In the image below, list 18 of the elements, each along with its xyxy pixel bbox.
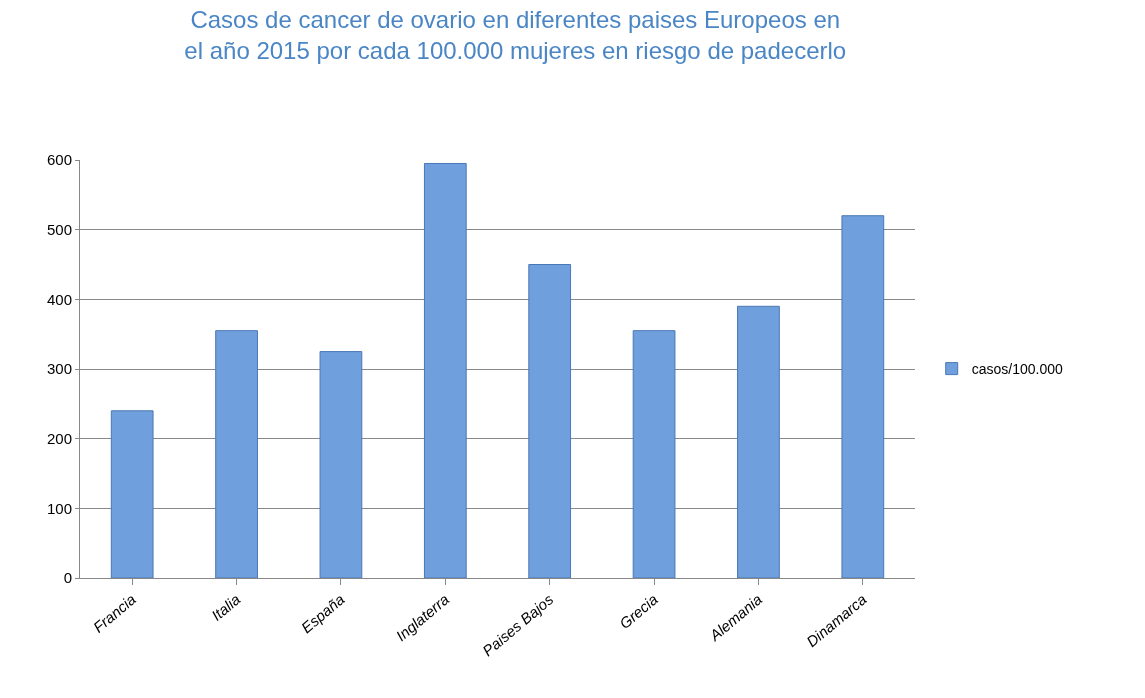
- x-tick-label: Italia: [208, 590, 244, 624]
- y-tick-label: 100: [46, 499, 72, 517]
- bar: [110, 410, 154, 578]
- y-tick-label: 300: [46, 360, 72, 378]
- bar: [319, 351, 363, 578]
- bar: [632, 330, 676, 578]
- bar: [737, 305, 780, 578]
- y-tick-label: 500: [46, 220, 72, 238]
- y-tick-label: 0: [63, 569, 72, 587]
- bar: [841, 215, 885, 578]
- chart-title: Casos de cancer de ovario en diferentes paises Europeos en el año 2015 por cada 100.000 mujeres en riesgo de padecerlo: [184, 5, 847, 65]
- y-tick-label: 600: [46, 151, 72, 169]
- bar: [423, 162, 467, 578]
- bar: [528, 264, 572, 578]
- y-tick-label: 200: [46, 429, 72, 447]
- bar: [215, 330, 258, 578]
- legend-label: casos/100.000: [971, 361, 1063, 378]
- y-tick-label: 400: [46, 290, 72, 308]
